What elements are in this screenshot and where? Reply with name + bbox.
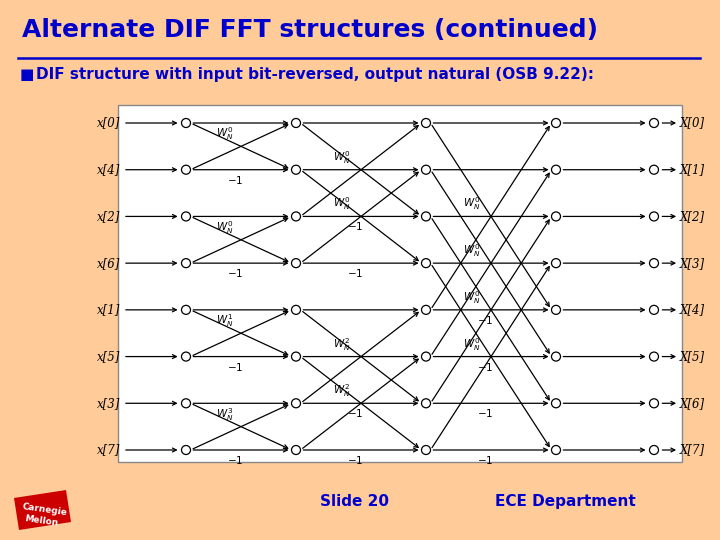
Circle shape [421,165,431,174]
Text: $W_N^{0}$: $W_N^{0}$ [463,242,480,259]
Text: X[6]: X[6] [680,397,705,410]
Circle shape [181,118,191,127]
Circle shape [181,446,191,455]
Text: x[7]: x[7] [96,443,120,456]
Text: $W_N^{0}$: $W_N^{0}$ [463,289,480,306]
Circle shape [552,118,560,127]
Text: $W_N^{0}$: $W_N^{0}$ [333,149,350,166]
Circle shape [421,118,431,127]
Circle shape [649,212,659,221]
Text: X[5]: X[5] [680,350,705,363]
Text: DIF structure with input bit-reversed, output natural (OSB 9.22):: DIF structure with input bit-reversed, o… [36,67,594,82]
Circle shape [292,399,300,408]
Circle shape [181,399,191,408]
Circle shape [421,259,431,268]
Text: Carnegie: Carnegie [22,502,68,517]
Circle shape [421,446,431,455]
Circle shape [552,446,560,455]
Text: $W_N^{0}$: $W_N^{0}$ [216,126,233,143]
Circle shape [552,352,560,361]
Text: $W_N^{1}$: $W_N^{1}$ [216,313,233,329]
Circle shape [649,305,659,314]
Text: X[4]: X[4] [680,303,705,316]
Text: $-1$: $-1$ [227,267,243,279]
Circle shape [649,165,659,174]
Text: X[2]: X[2] [680,210,705,223]
Circle shape [292,118,300,127]
Text: $-1$: $-1$ [477,454,493,466]
Circle shape [552,259,560,268]
Text: x[3]: x[3] [96,397,120,410]
Text: x[4]: x[4] [96,163,120,176]
Text: $W_N^{0}$: $W_N^{0}$ [463,336,480,353]
Text: $W_N^{3}$: $W_N^{3}$ [216,406,233,423]
Text: Alternate DIF FFT structures (continued): Alternate DIF FFT structures (continued) [22,18,598,42]
Circle shape [649,352,659,361]
Text: $-1$: $-1$ [477,314,493,326]
Text: Mellon: Mellon [24,514,59,528]
Text: x[0]: x[0] [96,117,120,130]
Text: $-1$: $-1$ [227,454,243,466]
Circle shape [552,212,560,221]
Text: $-1$: $-1$ [227,174,243,186]
Text: $-1$: $-1$ [477,361,493,373]
Polygon shape [14,490,71,530]
Text: $-1$: $-1$ [347,267,363,279]
Text: X[0]: X[0] [680,117,705,130]
Text: $-1$: $-1$ [227,361,243,373]
Text: $W_N^{2}$: $W_N^{2}$ [333,382,350,399]
Circle shape [421,305,431,314]
Text: $W_N^{0}$: $W_N^{0}$ [463,195,480,212]
Text: x[5]: x[5] [96,350,120,363]
Text: X[7]: X[7] [680,443,705,456]
Text: X[1]: X[1] [680,163,705,176]
Text: $-1$: $-1$ [347,220,363,232]
Text: ■: ■ [20,67,35,82]
Text: $-1$: $-1$ [347,407,363,419]
Circle shape [649,399,659,408]
Circle shape [649,118,659,127]
Text: $W_N^{0}$: $W_N^{0}$ [216,219,233,236]
Circle shape [292,212,300,221]
Circle shape [552,399,560,408]
Circle shape [292,305,300,314]
Text: x[2]: x[2] [96,210,120,223]
Bar [118,105,682,462]
Circle shape [649,259,659,268]
Text: Slide 20: Slide 20 [320,494,390,509]
Circle shape [421,352,431,361]
Text: x[6]: x[6] [96,256,120,269]
Circle shape [552,305,560,314]
Circle shape [292,165,300,174]
Circle shape [181,305,191,314]
Circle shape [181,352,191,361]
Text: ECE Department: ECE Department [495,494,635,509]
Text: $-1$: $-1$ [477,407,493,419]
Text: $-1$: $-1$ [347,454,363,466]
Text: X[3]: X[3] [680,256,705,269]
Circle shape [421,399,431,408]
Circle shape [292,352,300,361]
Circle shape [181,165,191,174]
Circle shape [292,259,300,268]
Circle shape [649,446,659,455]
Circle shape [292,446,300,455]
Circle shape [181,212,191,221]
Circle shape [552,165,560,174]
Circle shape [421,212,431,221]
Text: $W_N^{0}$: $W_N^{0}$ [333,195,350,212]
Circle shape [181,259,191,268]
Text: x[1]: x[1] [96,303,120,316]
Text: $W_N^{2}$: $W_N^{2}$ [333,336,350,353]
